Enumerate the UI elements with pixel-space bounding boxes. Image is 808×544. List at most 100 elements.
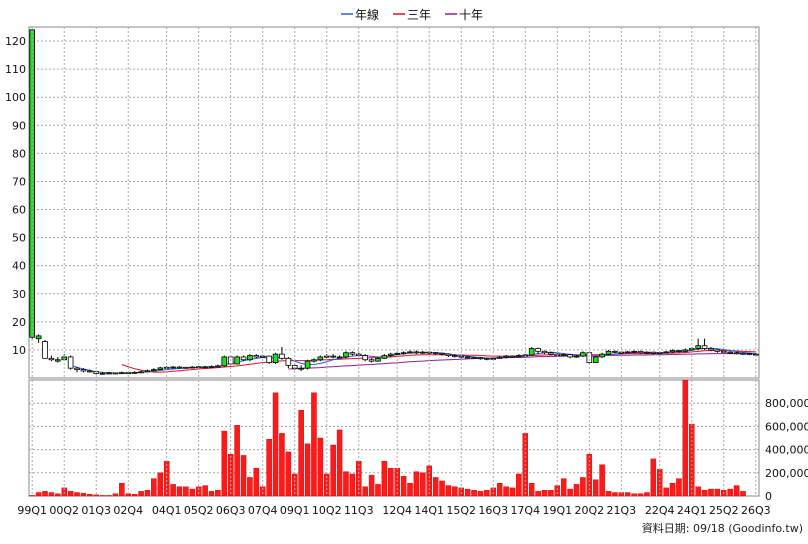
volume-tick-label: 600,000 [765,420,808,433]
price-tick-label: 60 [12,204,26,217]
volume-bar [503,486,509,497]
candle-body [548,352,554,355]
volume-bar [407,483,413,497]
volume-bar [708,488,714,497]
volume-bar [176,486,183,497]
volume-bar [388,467,394,497]
volume-bar [490,487,497,497]
volume-bar [202,485,208,497]
candle-body [285,357,292,366]
x-tick-label: 14Q1 [414,504,444,517]
volume-bar [99,495,106,497]
ma-3y-line [121,349,756,373]
volume-bar [227,454,234,497]
candle-body [35,335,42,340]
volume-tick-label: 200,000 [765,467,808,480]
candle-body [74,367,80,370]
price-tick-label: 80 [12,147,26,160]
x-tick-label: 04Q1 [152,504,182,517]
volume-bar [516,473,522,497]
volume-bar [624,492,631,497]
volume-bar [195,486,202,497]
volume-bar [695,486,701,497]
legend-label-1: 三年 [407,8,431,22]
source-label: 資料日期: 09/18 (Goodinfo.tw) [642,521,803,535]
volume-bar [112,493,119,497]
volume-bar [234,425,240,497]
volume-bar [311,392,317,497]
x-tick-label: 05Q2 [184,504,214,517]
x-tick-label: 10Q2 [312,504,342,517]
candle-body [752,353,759,356]
candle-body [420,351,426,354]
volume-bar [644,492,650,497]
volume-bar [682,379,689,497]
volume-bar [580,477,586,497]
volume-bar [484,490,490,497]
candle-body [343,352,349,358]
volume-bar [560,478,567,497]
volume-bar [509,487,516,497]
candle-body [336,356,343,359]
volume-bar [727,488,733,497]
volume-bar [471,490,477,497]
candle-body [176,366,183,369]
x-tick-label: 20Q2 [574,504,604,517]
volume-bar [163,461,170,497]
x-tick-label: 99Q1 [17,504,47,517]
volume-bar [42,491,48,497]
candle-body [234,356,240,365]
volume-bar [496,483,503,497]
price-panel: 10 20 30 40 50 60 70 80 90 100 110 120 [5,26,760,379]
volume-bar [253,467,260,497]
volume-bar [35,492,42,497]
candle-body [676,350,682,352]
volume-bar [93,494,99,497]
candle-body [317,356,324,361]
candle-body [445,353,452,356]
volume-bar [67,491,74,497]
volume-bar [55,493,61,497]
x-tick-label: 25Q2 [709,504,739,517]
volume-bar [676,478,682,497]
candle-body [669,350,676,353]
volume-bar [701,490,708,497]
volume-bar [279,433,285,497]
candle-body [298,367,304,370]
volume-bar [29,495,35,497]
x-tick-label: 22Q4 [645,504,675,517]
volume-bar [650,458,657,497]
price-tick-label: 20 [12,316,26,329]
volume-bar [535,491,541,497]
volume-bar [221,430,228,497]
volume-bar [439,480,445,497]
candle-body [170,366,176,369]
candle-body [157,367,164,370]
volume-bar [125,493,132,497]
candle-body [215,365,221,368]
candle-body [208,366,215,368]
volume-tick-label: 800,000 [765,397,808,410]
candle-body [573,355,580,358]
candle-body [650,351,657,354]
candle-body [349,352,356,355]
candle-body [279,353,285,359]
volume-panel: 0 200,000 400,000 600,000 800,000 [28,379,808,503]
candle-body [151,369,157,372]
volume-bar [669,483,676,497]
candle-body [381,355,388,359]
candle-body [112,372,119,375]
volume-bar [317,437,324,497]
candle-body [432,352,439,355]
volume-bar [362,486,368,497]
candle-body [516,355,522,358]
candle-body [637,350,644,354]
candle-body [55,359,61,362]
candle-body [471,357,477,359]
volume-bar [458,487,464,497]
candle-body [605,350,612,355]
x-tick-label: 17Q4 [510,504,540,517]
volume-bar [420,472,426,497]
candle-body [439,352,445,355]
candle-body [560,354,567,357]
